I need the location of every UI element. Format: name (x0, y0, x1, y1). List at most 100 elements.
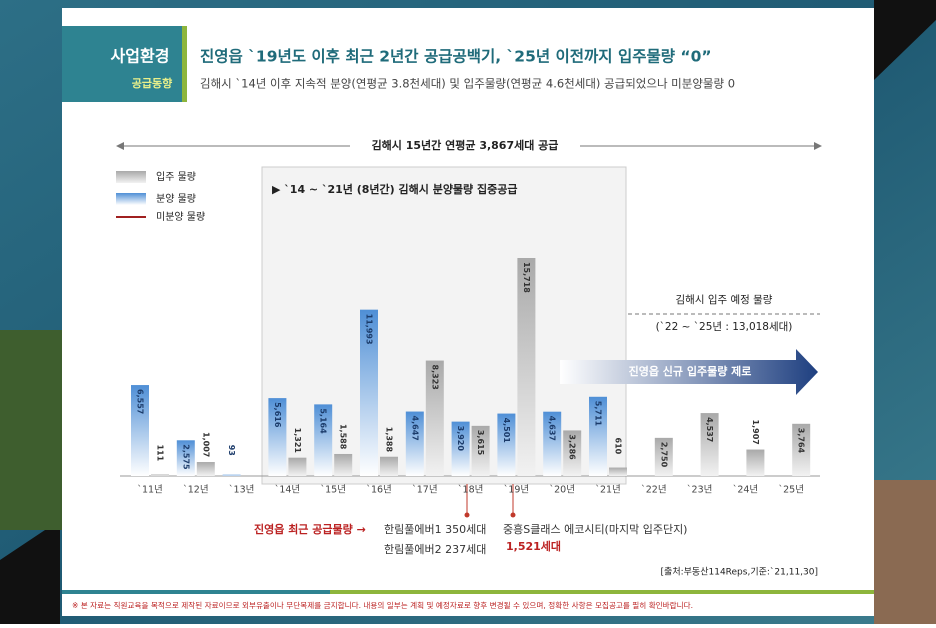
recent-label: 진영읍 최근 공급물량 → (254, 522, 366, 536)
recent3-count: 1,521세대 (506, 539, 561, 553)
label-bg (350, 137, 580, 155)
arrow-head (814, 142, 822, 150)
value-label: 1,907 (751, 420, 760, 445)
x-tick-label: `22년 (641, 485, 667, 496)
future-sub: (`22 ~ `25년 : 13,018세대) (656, 321, 793, 333)
x-tick-label: `18년 (458, 485, 484, 496)
bar (196, 462, 215, 476)
bar (405, 411, 424, 476)
source: [출처:부동산114Reps,기준:`21,11,30] (661, 566, 818, 578)
value-label: 15,718 (522, 262, 531, 293)
value-label: 93 (227, 445, 236, 456)
bar (517, 258, 536, 476)
bar (268, 398, 287, 476)
x-tick-label: `13년 (229, 485, 255, 496)
bar (609, 467, 627, 476)
value-label: 4,537 (705, 417, 714, 442)
x-tick-label: `11년 (137, 485, 163, 496)
zero-label: 진영읍 신규 입주물량 제로 (629, 364, 752, 378)
value-label: 11,993 (365, 314, 374, 345)
x-tick-label: `17년 (412, 485, 438, 496)
box-title: ▶ `14 ~ `21년 (8년간) 김해시 분양물량 집중공급 (272, 182, 518, 196)
footer-accent (330, 590, 874, 594)
x-tick-label: `14년 (275, 485, 301, 496)
marker (464, 512, 470, 518)
bar (176, 440, 195, 476)
recent2: 한림풀에버2 237세대 (384, 543, 486, 556)
value-label: 5,711 (594, 401, 603, 427)
bar (314, 404, 333, 476)
bar (380, 456, 398, 476)
section: 사업환경 (111, 47, 170, 66)
bar (151, 474, 169, 476)
rocks (874, 480, 936, 624)
value-label: 6,557 (136, 389, 145, 414)
value-label: 1,321 (293, 428, 302, 454)
tree (0, 330, 62, 530)
bar (288, 457, 307, 476)
bar (589, 396, 607, 476)
value-label: 3,920 (456, 426, 465, 452)
x-tick-label: `12년 (183, 485, 209, 496)
bar (131, 385, 149, 476)
value-label: 4,637 (548, 416, 557, 441)
bar (222, 474, 241, 476)
bar (700, 413, 719, 476)
zero-arrow (560, 349, 818, 395)
x-tick-label: `24년 (733, 485, 759, 496)
bar (543, 411, 562, 476)
value-label: 5,164 (319, 408, 328, 434)
x-tick-label: `15년 (320, 485, 346, 496)
x-tick-label: `16년 (366, 485, 392, 496)
value-label: 1,588 (339, 424, 348, 450)
value-label: 1,388 (385, 427, 394, 453)
legend-label: 분양 물량 (156, 193, 196, 205)
value-label: 5,616 (273, 402, 282, 428)
value-label: 3,615 (476, 430, 485, 456)
value-label: 111 (156, 444, 165, 461)
corner (874, 0, 936, 80)
arrow-head (116, 142, 124, 150)
bar (497, 413, 516, 476)
header-box (62, 26, 182, 102)
recent3: 중흥S클래스 에코시티(마지막 입주단지) (503, 522, 687, 536)
x-tick-label: `23년 (687, 485, 713, 496)
value-label: 4,647 (410, 416, 419, 441)
value-label: 3,286 (568, 434, 577, 460)
footer-note: ※ 본 자료는 직원교육을 목적으로 제작된 자료이므로 외부유출이나 무단복제… (72, 600, 693, 610)
bar (746, 449, 765, 476)
bar (425, 360, 444, 476)
value-label: 2,750 (659, 442, 668, 468)
legend-swatch (116, 193, 146, 205)
legend-label: 입주 물량 (156, 170, 196, 183)
bar (451, 421, 470, 476)
x-tick-label: `19년 (504, 485, 530, 496)
bar (563, 430, 582, 476)
future-title: 김해시 입주 예정 물량 (676, 293, 773, 306)
bar (792, 423, 811, 476)
value-label: 1,007 (201, 432, 210, 457)
title: 진영읍 `19년도 이후 최근 2년간 공급공백기, `25년 이전까지 입주물… (200, 47, 712, 66)
bar (334, 453, 353, 476)
subsection: 공급동향 (132, 76, 172, 90)
x-tick-label: `20년 (549, 485, 575, 496)
value-label: 610 (614, 438, 623, 455)
value-label: 3,764 (797, 428, 806, 454)
bar (360, 309, 378, 476)
legend-label: 미분양 물량 (156, 211, 205, 223)
range-label: 김해시 15년간 연평균 3,867세대 공급 (372, 138, 559, 152)
x-tick-label: `21년 (595, 485, 621, 496)
header-accent (182, 26, 187, 102)
x-tick-label: `25년 (778, 485, 804, 496)
recent1: 한림풀에버1 350세대 (384, 523, 486, 536)
corner (0, 520, 60, 624)
bar (471, 425, 490, 476)
value-label: 8,323 (430, 365, 439, 390)
marker (510, 512, 516, 518)
legend-swatch (116, 171, 146, 183)
value-label: 4,501 (502, 418, 511, 444)
value-label: 2,575 (181, 444, 190, 470)
subtitle: 김해시 `14년 이후 지속적 분양(연평균 3.8천세대) 및 입주물량(연평… (200, 77, 735, 91)
bar (654, 437, 673, 476)
